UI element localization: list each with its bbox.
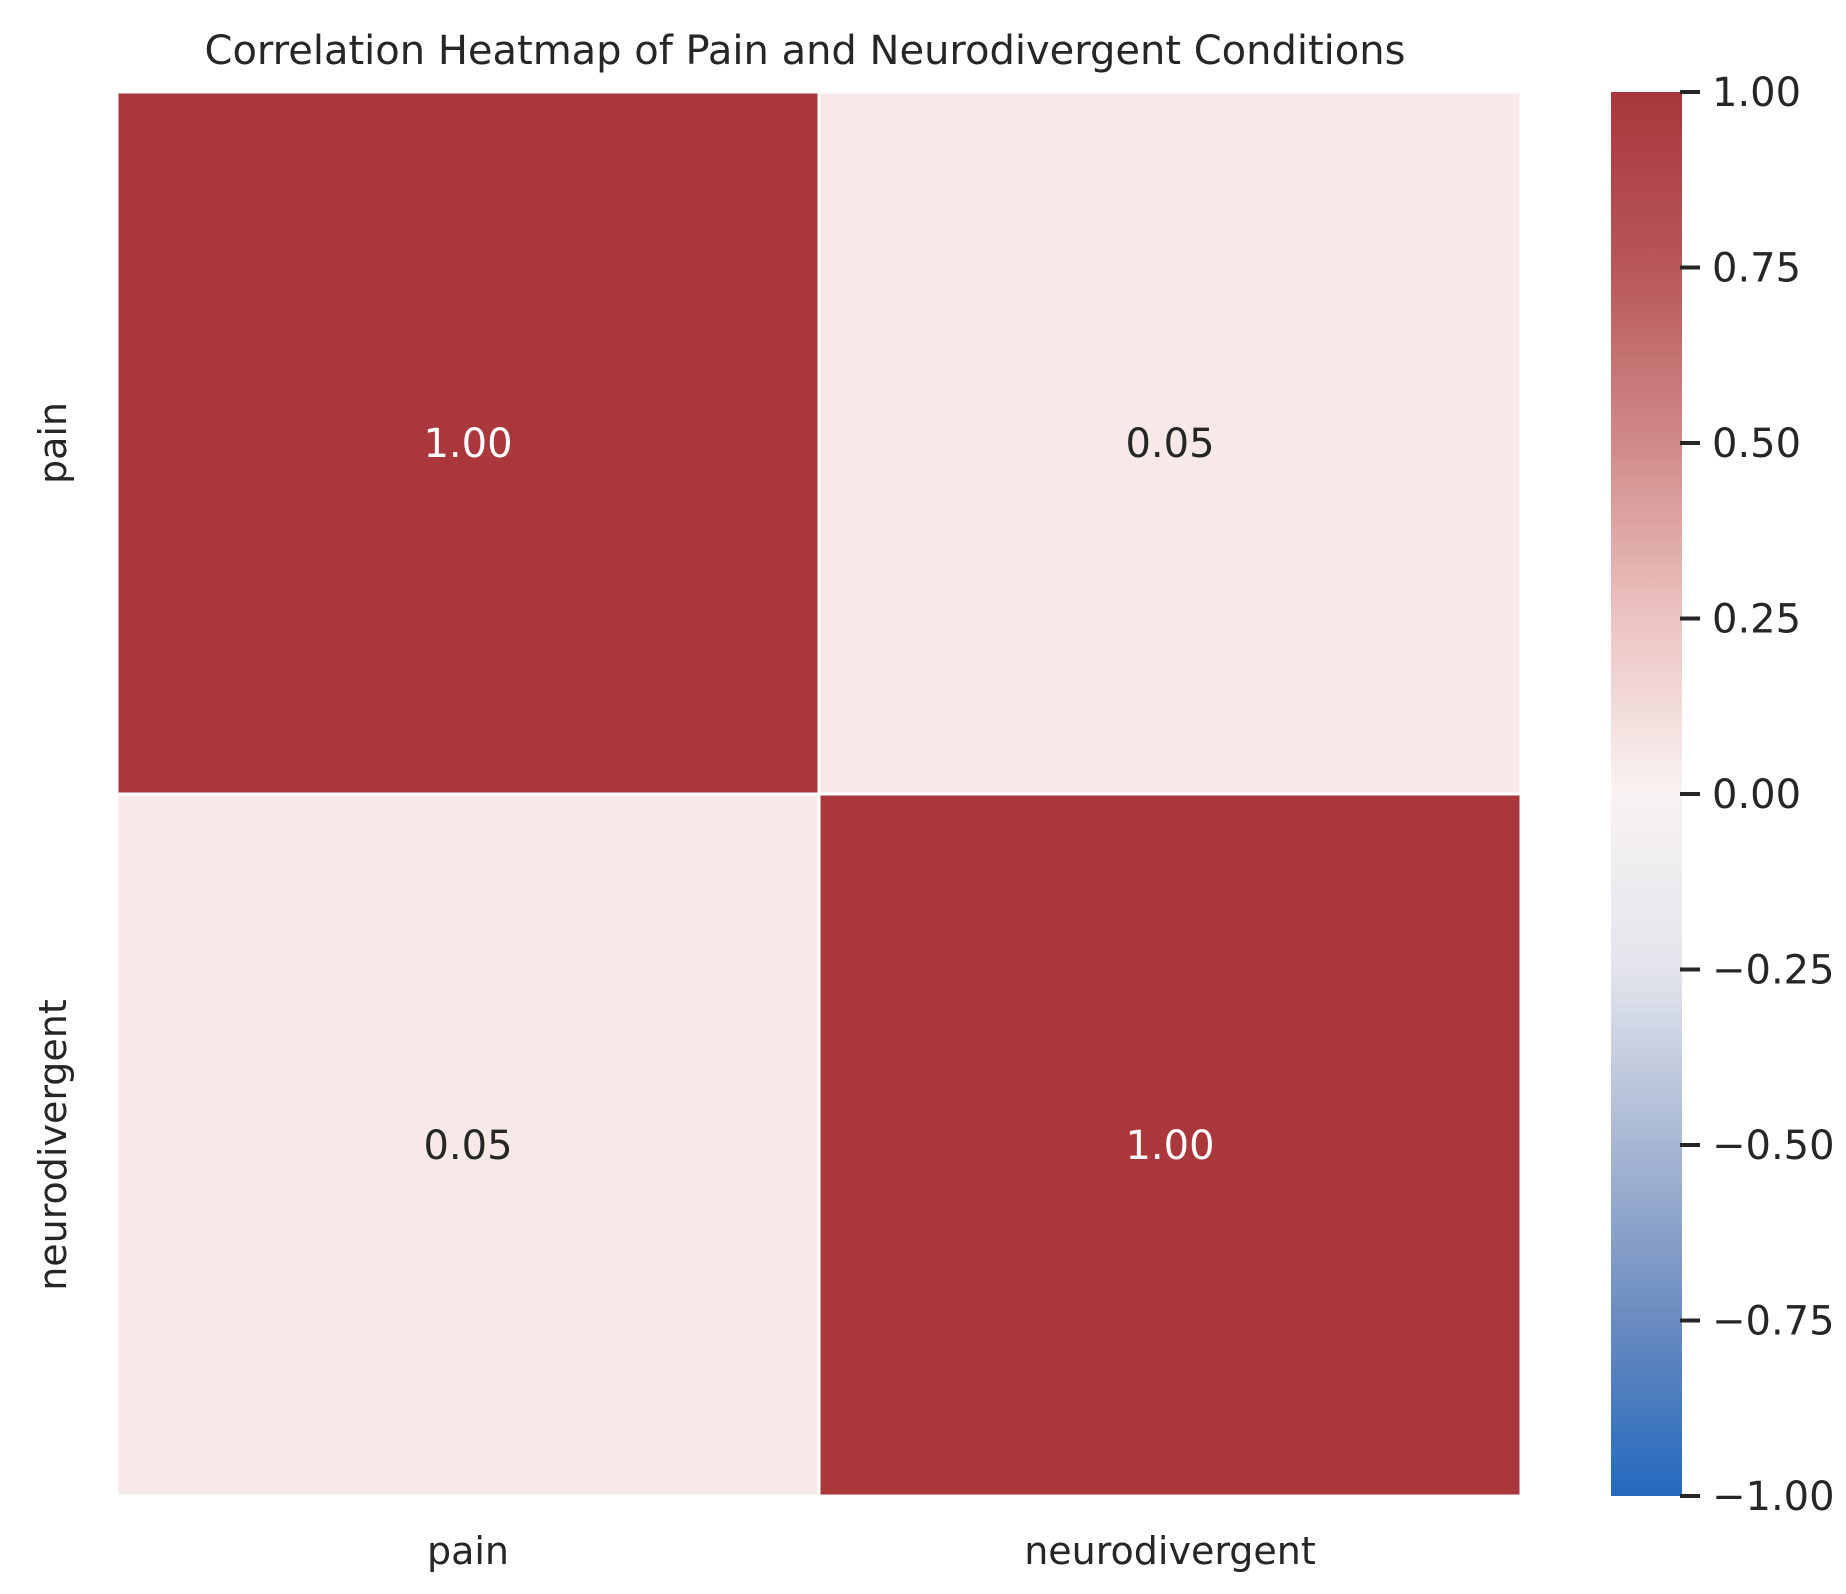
heatmap-cell — [115, 90, 821, 796]
cell-annotation: 0.05 — [1125, 421, 1214, 467]
cell-annotation: 1.00 — [423, 421, 512, 467]
x-tick-label: neurodivergent — [1024, 1529, 1316, 1573]
heatmap-cell — [817, 90, 1523, 796]
y-axis-tick-labels: pain neurodivergent — [31, 402, 75, 1291]
colorbar-tick-label: −0.75 — [1712, 1299, 1835, 1345]
heatmap-cell — [817, 792, 1523, 1498]
y-tick-label: pain — [31, 402, 75, 484]
x-tick-label: pain — [427, 1529, 509, 1573]
colorbar-tick-label: 1.00 — [1712, 70, 1801, 116]
chart-title: Correlation Heatmap of Pain and Neurodiv… — [205, 28, 1406, 74]
cell-annotation: 0.05 — [423, 1123, 512, 1169]
colorbar-tick-label: −0.25 — [1712, 948, 1835, 994]
heatmap-cell — [115, 792, 821, 1498]
colorbar-tick-label: 0.25 — [1712, 597, 1801, 643]
x-axis-tick-labels: pain neurodivergent — [427, 1529, 1316, 1573]
heatmap-cells — [115, 90, 1523, 1498]
colorbar-tick-label: 0.50 — [1712, 421, 1801, 467]
colorbar-tick-label: −1.00 — [1712, 1474, 1835, 1520]
colorbar-tick-label: −0.50 — [1712, 1123, 1835, 1169]
y-tick-label: neurodivergent — [31, 999, 75, 1291]
cell-annotations: 1.00 0.05 0.05 1.00 — [423, 421, 1214, 1169]
cell-annotation: 1.00 — [1125, 1123, 1214, 1169]
colorbar-tick-label: 0.75 — [1712, 246, 1801, 292]
colorbar: 1.00 0.75 0.50 0.25 0.00 −0.25 −0.50 −0.75 −1.00 — [1611, 70, 1835, 1520]
colorbar-tick-label: 0.00 — [1712, 772, 1801, 818]
colorbar-gradient — [1611, 92, 1682, 1496]
